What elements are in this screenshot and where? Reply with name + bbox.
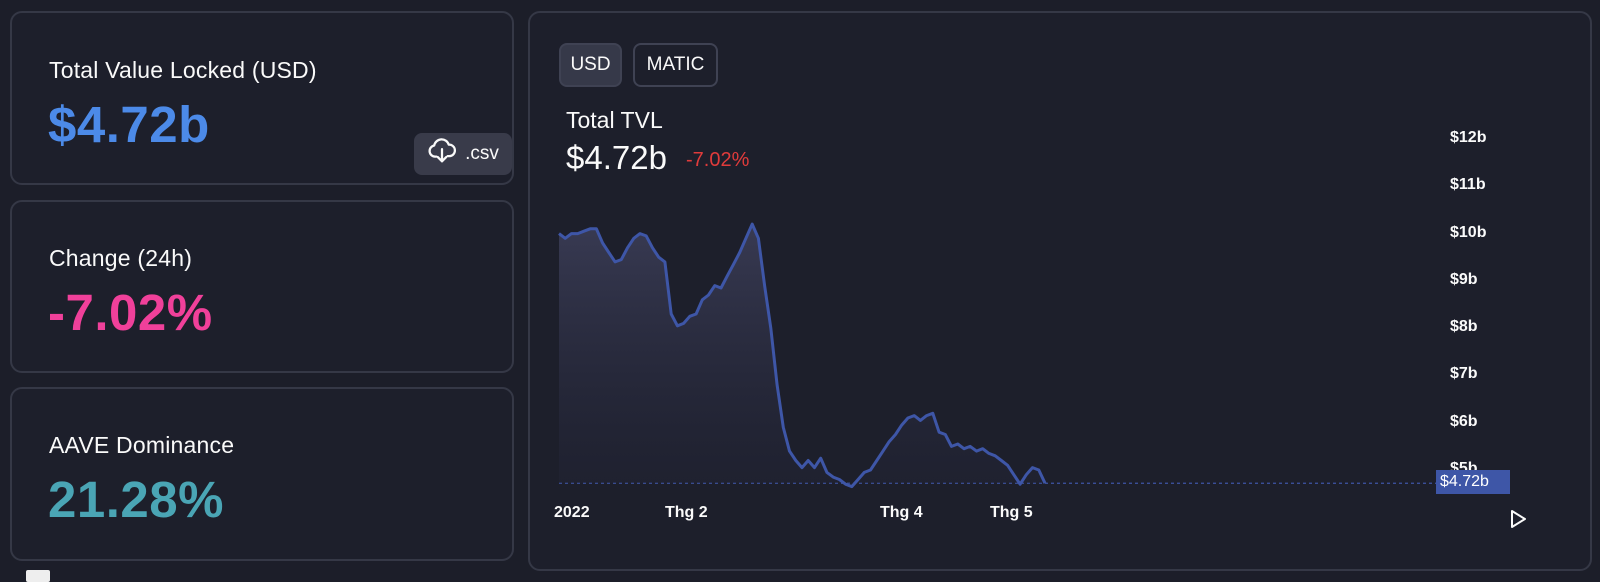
tvl-label: Total Value Locked (USD) xyxy=(49,57,317,83)
tvl-series-line xyxy=(558,222,1047,489)
change-value: -7.02% xyxy=(48,284,213,341)
dominance-card: AAVE Dominance 21.28% xyxy=(10,387,514,561)
dominance-label: AAVE Dominance xyxy=(49,432,235,458)
y-tick-label: $8b xyxy=(1450,318,1478,336)
tvl-card: Total Value Locked (USD) $4.72b .csv xyxy=(10,11,514,185)
matic-toggle[interactable]: MATIC xyxy=(633,43,718,87)
x-tick-label: Thg 4 xyxy=(880,504,923,521)
y-tick-label: $7b xyxy=(1450,365,1478,383)
change-card: Change (24h) -7.02% xyxy=(10,200,514,373)
dominance-value: 21.28% xyxy=(48,471,224,528)
csv-download-button[interactable]: .csv xyxy=(414,133,512,175)
scroll-corner xyxy=(26,570,50,582)
tvl-area-chart[interactable] xyxy=(530,13,1594,573)
chart-title: Total TVL xyxy=(566,107,663,133)
x-tick-label: Thg 2 xyxy=(665,504,708,521)
change-label: Change (24h) xyxy=(49,245,193,271)
y-tick-label: $12b xyxy=(1450,129,1487,146)
tvl-value: $4.72b xyxy=(48,96,210,153)
y-tick-label: $6b xyxy=(1450,412,1478,430)
y-tick-label: $9b xyxy=(1450,270,1478,288)
csv-label: .csv xyxy=(465,143,499,164)
x-tick-label: 2022 xyxy=(554,504,590,521)
y-tick-label: $11b xyxy=(1450,176,1486,194)
x-tick-label: Thg 5 xyxy=(990,504,1033,521)
price-tag-label: $4.72b xyxy=(1440,473,1489,490)
chart-current-value: $4.72b xyxy=(566,139,667,176)
play-icon[interactable] xyxy=(1506,507,1530,531)
y-tick-label: $10b xyxy=(1450,223,1487,241)
tvl-chart-panel: USD MATIC Total TVL $4.72b -7.02% $12b $1… xyxy=(528,11,1592,571)
usd-toggle[interactable]: USD xyxy=(559,43,622,87)
current-price-tag: $4.72b xyxy=(1436,470,1510,494)
tvl-area-fill xyxy=(559,224,1045,487)
cloud-download-icon xyxy=(427,136,457,172)
chart-change: -7.02% xyxy=(686,149,750,171)
